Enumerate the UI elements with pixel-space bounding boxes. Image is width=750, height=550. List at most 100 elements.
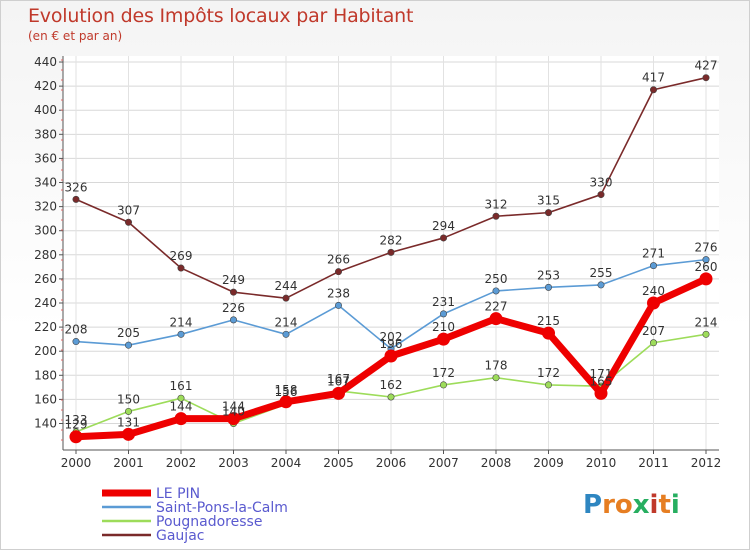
data-label: 271 bbox=[642, 247, 665, 261]
data-label: 427 bbox=[695, 59, 718, 73]
y-tick-label: 200 bbox=[34, 344, 57, 358]
data-point bbox=[387, 393, 395, 401]
y-tick-label: 280 bbox=[34, 248, 57, 262]
legend-label: LE PIN bbox=[156, 486, 200, 502]
data-label: 253 bbox=[537, 268, 560, 282]
data-label: 240 bbox=[642, 284, 665, 298]
y-tick-label: 160 bbox=[34, 392, 57, 406]
data-label: 208 bbox=[65, 323, 88, 337]
data-point bbox=[72, 338, 80, 346]
data-point bbox=[332, 386, 345, 400]
data-label: 205 bbox=[117, 326, 140, 340]
data-label: 215 bbox=[537, 314, 560, 328]
data-point bbox=[544, 209, 552, 217]
data-point bbox=[334, 268, 342, 276]
data-label: 214 bbox=[170, 315, 193, 329]
legend-label: Pougnadoresse bbox=[156, 514, 262, 530]
brand-letter: i bbox=[670, 490, 680, 520]
data-point bbox=[702, 256, 710, 264]
legend-label: Gaujac bbox=[156, 528, 204, 544]
legend: LE PINSaint-Pons-la-CalmPougnadoresseGau… bbox=[102, 486, 288, 544]
data-point bbox=[649, 86, 657, 94]
data-point bbox=[492, 287, 500, 295]
x-tick-label: 2000 bbox=[61, 456, 92, 470]
data-point bbox=[439, 234, 447, 242]
data-label: 158 bbox=[275, 383, 298, 397]
data-label: 172 bbox=[537, 366, 560, 380]
data-label: 294 bbox=[432, 219, 455, 233]
data-label: 255 bbox=[590, 266, 613, 280]
data-point bbox=[699, 272, 713, 286]
data-point bbox=[125, 341, 133, 349]
data-label: 178 bbox=[485, 359, 508, 373]
data-point bbox=[384, 349, 398, 363]
data-point bbox=[492, 212, 500, 220]
data-point bbox=[542, 326, 555, 340]
data-label: 226 bbox=[222, 301, 245, 315]
data-label: 196 bbox=[380, 337, 403, 351]
y-tick-label: 320 bbox=[34, 200, 57, 214]
brand-logo: Proxiti bbox=[583, 490, 680, 520]
data-point bbox=[125, 407, 133, 415]
data-point bbox=[597, 191, 605, 199]
data-point bbox=[492, 374, 500, 382]
data-point bbox=[334, 301, 342, 309]
y-tick-label: 420 bbox=[34, 79, 57, 93]
data-point bbox=[282, 330, 290, 338]
data-point bbox=[125, 218, 133, 226]
data-label: 315 bbox=[537, 194, 560, 208]
data-label: 167 bbox=[327, 374, 350, 388]
brand-letter: o bbox=[614, 490, 633, 520]
data-label: 202 bbox=[380, 330, 403, 344]
data-label: 244 bbox=[275, 279, 298, 293]
x-tick-label: 2004 bbox=[271, 456, 302, 470]
brand-letter: x bbox=[632, 490, 650, 520]
y-tick-label: 260 bbox=[34, 272, 57, 286]
data-label: 144 bbox=[170, 400, 193, 414]
data-point bbox=[69, 430, 83, 444]
data-label-layer: 326 307 269 249 244 266 282 294 312 315 330 417 427 2… bbox=[65, 59, 718, 432]
x-tick-label: 2001 bbox=[113, 456, 144, 470]
data-label: 214 bbox=[275, 315, 298, 329]
data-point bbox=[439, 310, 447, 318]
brand-letter: P bbox=[583, 490, 603, 520]
x-tick-label: 2007 bbox=[428, 456, 459, 470]
data-label: 171 bbox=[590, 367, 613, 381]
data-label: 312 bbox=[485, 197, 508, 211]
x-tick-label: 2010 bbox=[586, 456, 617, 470]
data-point bbox=[174, 412, 188, 426]
y-tick-label: 440 bbox=[34, 55, 57, 69]
data-point bbox=[230, 288, 238, 296]
data-label: 266 bbox=[327, 253, 350, 267]
data-label: 167 bbox=[327, 372, 350, 386]
data-label: 269 bbox=[170, 249, 193, 263]
x-tick-label: 2009 bbox=[533, 456, 564, 470]
y-tick-label: 240 bbox=[34, 296, 57, 310]
y-tick-label: 360 bbox=[34, 151, 57, 165]
data-label: 330 bbox=[590, 176, 613, 190]
data-label: 140 bbox=[222, 404, 245, 418]
y-tick-label: 380 bbox=[34, 127, 57, 141]
data-point bbox=[544, 381, 552, 389]
data-label: 144 bbox=[222, 400, 245, 414]
x-tick-label: 2006 bbox=[376, 456, 407, 470]
data-label: 131 bbox=[117, 415, 140, 429]
data-label: 276 bbox=[695, 241, 718, 255]
data-label: 326 bbox=[65, 180, 88, 194]
data-label: 165 bbox=[590, 374, 613, 388]
data-point bbox=[227, 412, 240, 426]
chart-title: Evolution des Impôts locaux par Habitant bbox=[28, 5, 414, 27]
data-point bbox=[230, 316, 238, 324]
data-point bbox=[702, 74, 710, 82]
data-point bbox=[177, 394, 185, 402]
data-label: 227 bbox=[485, 300, 508, 314]
data-label: 260 bbox=[695, 260, 718, 274]
data-point bbox=[279, 395, 293, 409]
y-tick-label: 220 bbox=[34, 320, 57, 334]
data-label: 162 bbox=[380, 378, 403, 392]
y-tick-label: 340 bbox=[34, 176, 57, 190]
data-label: 129 bbox=[65, 418, 88, 432]
x-tick-label: 2002 bbox=[166, 456, 197, 470]
